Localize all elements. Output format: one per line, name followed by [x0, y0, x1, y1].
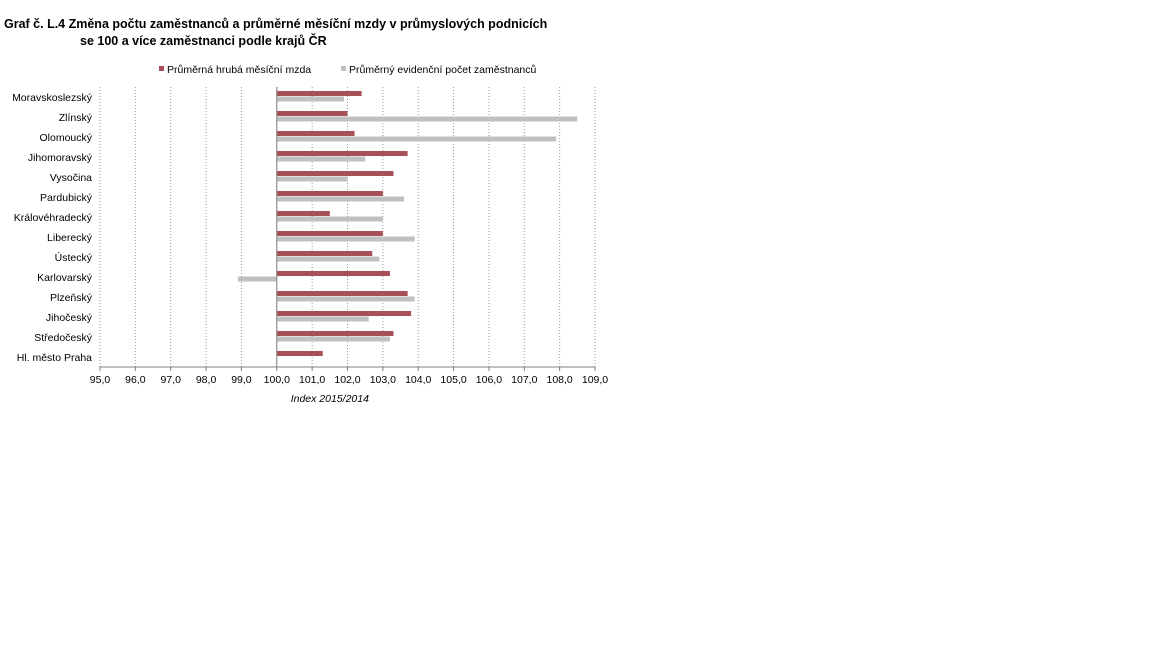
category-label: Zlínský — [59, 112, 93, 124]
bar-mzda — [276, 271, 390, 276]
category-label: Pardubický — [40, 192, 93, 204]
bar-pocet — [276, 316, 369, 322]
x-tick-label: 103,0 — [370, 374, 396, 386]
bar-pocet — [276, 336, 390, 342]
bar-mzda — [276, 111, 348, 116]
category-label: Hl. město Praha — [17, 352, 92, 364]
category-label: Jihomoravský — [28, 152, 93, 164]
legend-label: Průměrná hrubá měsíční mzda — [167, 64, 311, 76]
bar-mzda — [276, 211, 330, 216]
bar-pocet — [276, 116, 578, 122]
x-tick-label: 108,0 — [547, 374, 573, 386]
bar-mzda — [276, 171, 394, 176]
bar-pocet — [276, 216, 383, 222]
category-label: Jihočeský — [46, 312, 93, 324]
bar-mzda — [276, 291, 408, 296]
bar-mzda — [276, 191, 383, 196]
category-label: Plzeňský — [50, 292, 93, 304]
bar-pocet — [237, 276, 277, 282]
category-label: Liberecký — [47, 232, 93, 244]
x-tick-label: 98,0 — [196, 374, 217, 386]
x-tick-label: 102,0 — [334, 374, 360, 386]
bar-mzda — [276, 311, 412, 316]
bar-pocet — [276, 296, 415, 302]
bar-pocet — [276, 136, 557, 142]
bar-pocet — [276, 236, 415, 242]
x-tick-label: 104,0 — [405, 374, 431, 386]
x-tick-label: 106,0 — [476, 374, 502, 386]
x-tick-label: 95,0 — [90, 374, 111, 386]
category-label: Ústecký — [55, 251, 93, 264]
bar-mzda — [276, 251, 373, 256]
bar-mzda — [276, 91, 362, 96]
category-label: Středočeský — [34, 332, 93, 344]
bar-pocet — [276, 256, 380, 262]
bar-pocet — [276, 156, 366, 162]
category-label: Karlovarský — [37, 272, 93, 284]
category-label: Královéhradecký — [14, 212, 93, 224]
x-axis-label: Index 2015/2014 — [291, 393, 369, 405]
category-label: Vysočina — [50, 172, 92, 184]
x-tick-label: 109,0 — [582, 374, 608, 386]
bar-pocet — [276, 96, 344, 102]
bar-pocet — [276, 196, 405, 202]
legend-swatch — [159, 66, 164, 71]
x-tick-label: 105,0 — [440, 374, 466, 386]
chart-title-line1: Graf č. L.4 Změna počtu zaměstnanců a pr… — [4, 17, 548, 31]
legend-swatch — [341, 66, 346, 71]
bar-mzda — [276, 131, 355, 136]
x-tick-label: 107,0 — [511, 374, 537, 386]
x-tick-label: 100,0 — [264, 374, 290, 386]
x-tick-label: 97,0 — [160, 374, 181, 386]
x-tick-label: 96,0 — [125, 374, 146, 386]
x-tick-label: 99,0 — [231, 374, 252, 386]
legend-label: Průměrný evidenční počet zaměstnanců — [349, 64, 537, 76]
chart-title-line2: se 100 a více zaměstnanci podle krajů ČR — [80, 34, 327, 48]
category-label: Olomoucký — [39, 132, 92, 144]
bar-mzda — [276, 151, 408, 156]
bar-mzda — [276, 331, 394, 336]
bar-pocet — [276, 176, 348, 182]
x-tick-label: 101,0 — [299, 374, 325, 386]
category-label: Moravskoslezský — [12, 92, 93, 104]
bar-mzda — [276, 351, 323, 356]
chart-title: Graf č. L.4 Změna počtu zaměstnanců a pr… — [4, 16, 604, 50]
bar-mzda — [276, 231, 383, 236]
